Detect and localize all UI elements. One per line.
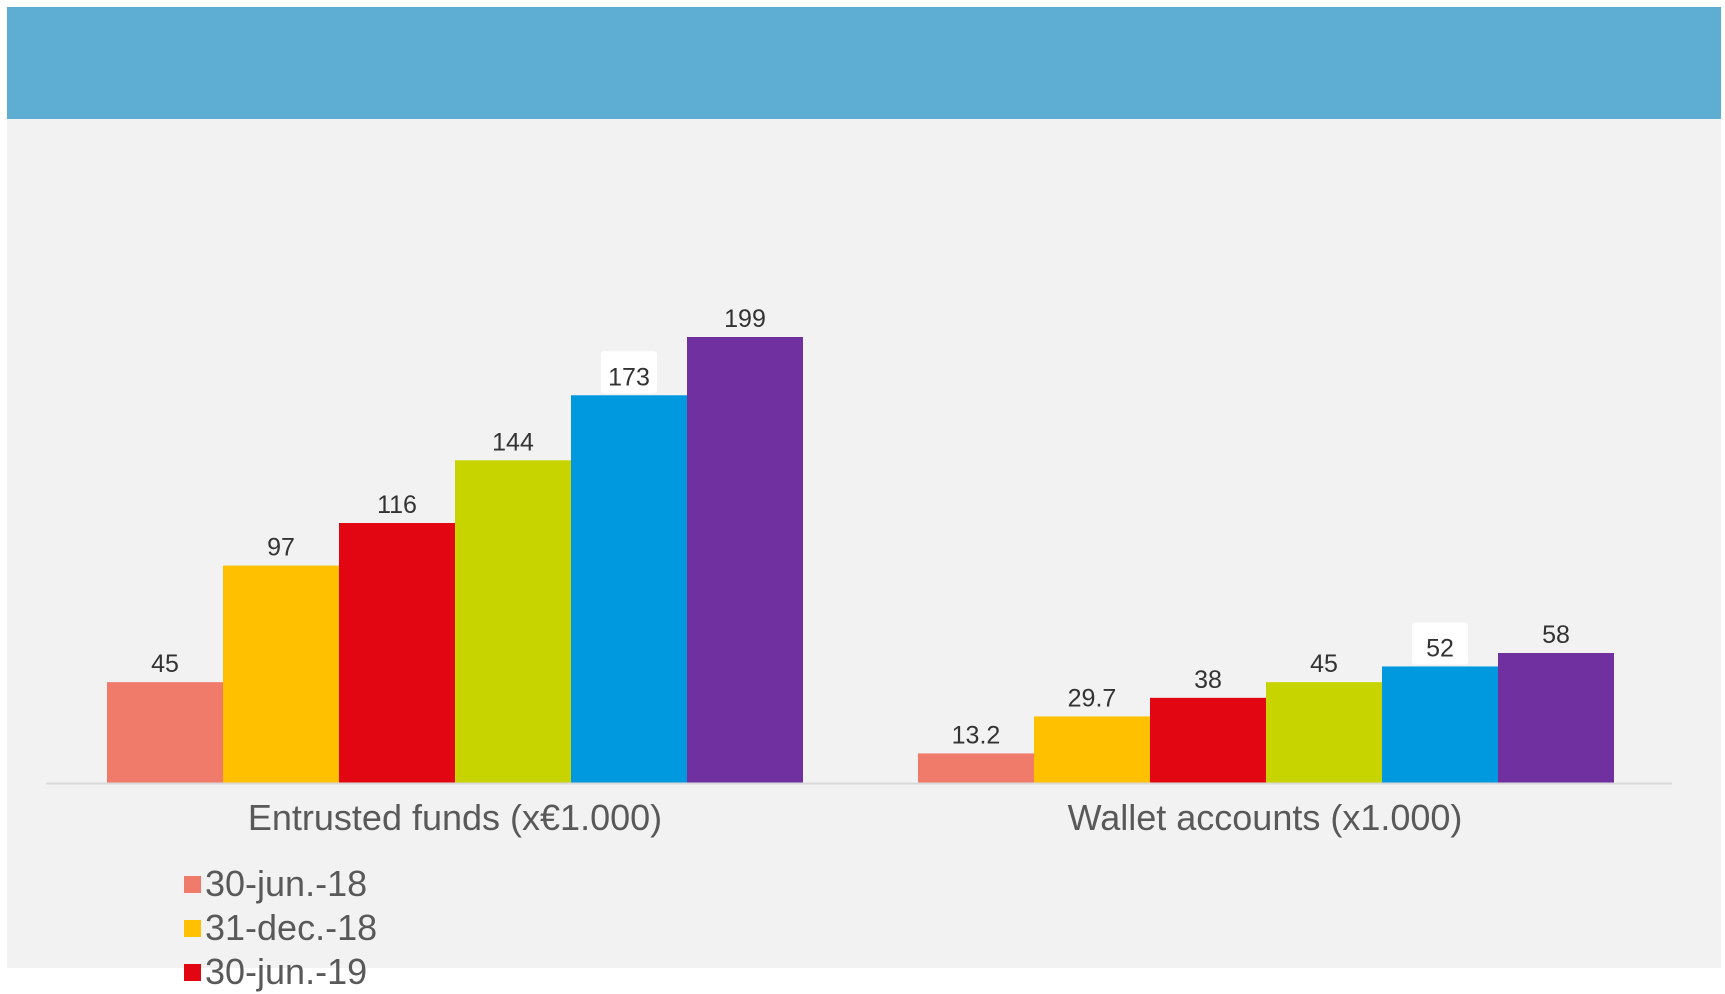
data-label: 38 xyxy=(1194,666,1222,694)
legend-item: 30-jun.-18 xyxy=(184,862,377,906)
data-label-background xyxy=(1412,622,1468,665)
legend-item: 31-dec.-18 xyxy=(184,906,377,950)
bar xyxy=(455,460,571,783)
legend-item: 30-jun.-19 xyxy=(184,950,377,994)
data-label: 45 xyxy=(1310,650,1338,678)
data-label: 116 xyxy=(377,491,417,519)
legend-swatch xyxy=(184,963,201,981)
data-label: 52 xyxy=(1426,634,1454,662)
bar xyxy=(687,337,803,783)
legend-swatch xyxy=(184,875,201,893)
data-label: 58 xyxy=(1542,621,1570,649)
chart-panel xyxy=(7,119,1721,968)
data-label-background xyxy=(601,351,657,394)
labels-layer: 45 97 116 144 173 199 Entrusted funds (x€1.000… xyxy=(151,305,1570,838)
data-label: 45 xyxy=(151,650,179,678)
bar xyxy=(1150,697,1266,783)
legend-label: 31-dec.-18 xyxy=(205,907,378,948)
bar xyxy=(223,565,339,783)
bar xyxy=(1382,666,1498,783)
bar xyxy=(1266,682,1382,783)
legend: 30-jun.-18 31-dec.-18 30-jun.-19 xyxy=(184,862,377,994)
legend-label: 30-jun.-18 xyxy=(205,863,368,904)
data-label: 29.7 xyxy=(1068,684,1117,712)
header-banner xyxy=(7,7,1721,119)
bar xyxy=(918,753,1034,783)
bar-chart: 45 97 116 144 173 199 Entrusted funds (x€1.000… xyxy=(46,305,1672,838)
data-label: 173 xyxy=(608,363,650,391)
data-label: 13.2 xyxy=(952,721,1001,749)
legend-swatch xyxy=(184,919,201,937)
data-label: 144 xyxy=(492,428,534,456)
bar xyxy=(1498,653,1614,783)
data-label: 199 xyxy=(724,305,766,333)
bar xyxy=(339,523,455,783)
category-label: Entrusted funds (x€1.000) xyxy=(248,797,662,838)
bars-layer xyxy=(107,337,1614,783)
bar xyxy=(571,395,687,783)
category-label: Wallet accounts (x1.000) xyxy=(1068,797,1463,838)
data-label: 97 xyxy=(267,534,295,562)
legend-label: 30-jun.-19 xyxy=(205,951,368,992)
bar xyxy=(107,682,223,783)
bar xyxy=(1034,716,1150,783)
